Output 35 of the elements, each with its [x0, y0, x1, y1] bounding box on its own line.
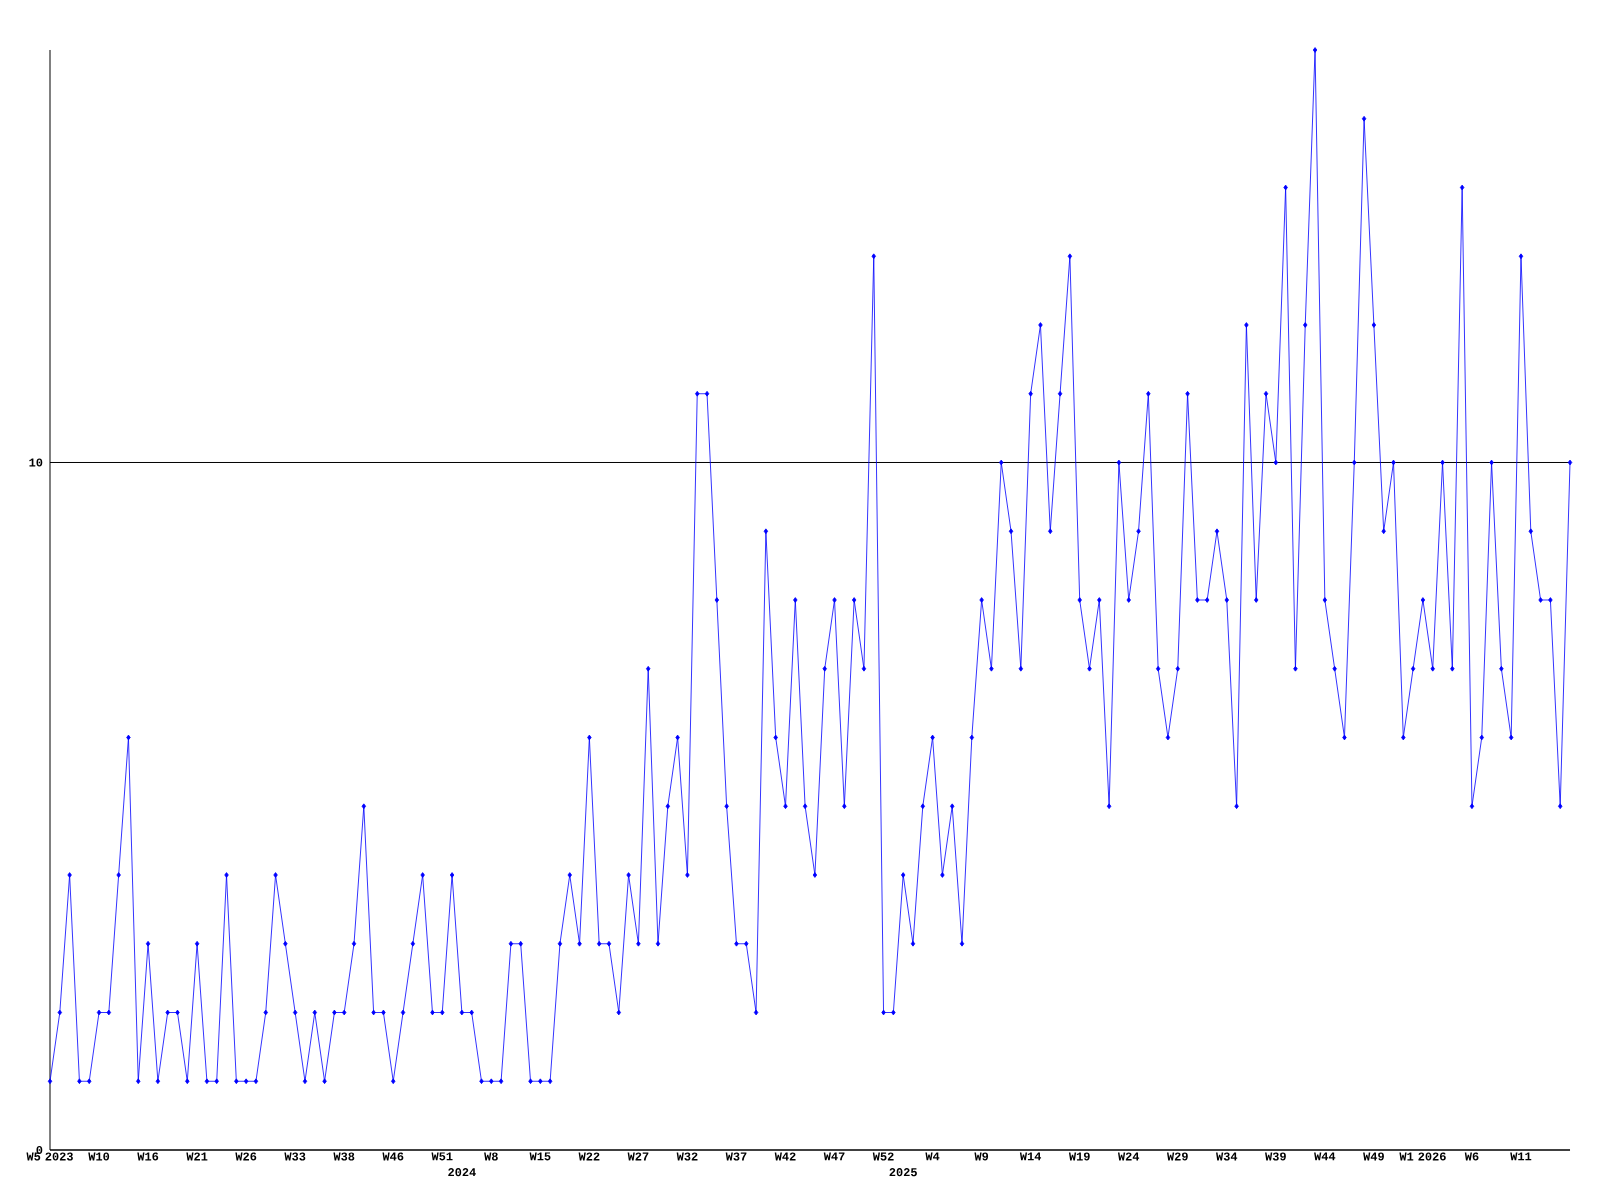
x-tick-label: W4: [925, 1152, 940, 1161]
x-tick-label: W42: [774, 1152, 796, 1161]
x-tick-label: W1 2026: [1399, 1152, 1446, 1161]
x-tick-label: 2025: [889, 1168, 917, 1177]
x-tick-label: W21: [186, 1152, 208, 1161]
y-tick-label: 10: [29, 458, 43, 467]
x-tick-label: W15: [529, 1152, 551, 1161]
x-tick-label: W24: [1117, 1152, 1140, 1161]
x-tick-label: W39: [1265, 1152, 1286, 1161]
x-tick-label: W29: [1166, 1152, 1188, 1161]
x-tick-label: W47: [823, 1152, 845, 1161]
x-tick-label: W22: [578, 1152, 600, 1161]
x-tick-label: W49: [1363, 1152, 1384, 1161]
x-tick-label: W37: [725, 1152, 747, 1161]
x-tick-label: W26: [235, 1152, 257, 1161]
x-tick-label: W10: [88, 1152, 110, 1161]
x-tick-label: W6: [1464, 1152, 1479, 1161]
x-tick-label: 2024: [448, 1168, 476, 1177]
x-tick-label: W33: [284, 1152, 306, 1161]
x-tick-label: W27: [627, 1152, 649, 1161]
x-tick-label: W34: [1216, 1152, 1238, 1161]
x-tick-label: W14: [1019, 1152, 1042, 1161]
y-tick-label: 0: [36, 1145, 43, 1155]
x-tick-label: W52: [872, 1152, 894, 1161]
x-tick-label: W8: [484, 1152, 498, 1161]
x-tick-label: W51: [431, 1152, 453, 1161]
x-tick-label: W16: [137, 1152, 159, 1161]
x-tick-label: W11: [1510, 1152, 1532, 1161]
x-tick-label: W46: [382, 1152, 404, 1161]
x-tick-label: W44: [1314, 1152, 1336, 1161]
x-tick-label: W32: [676, 1152, 698, 1161]
x-tick-label: W9: [974, 1152, 989, 1161]
x-tick-label: W19: [1068, 1152, 1090, 1161]
x-tick-label: W5 2023: [26, 1152, 73, 1161]
x-tick-label: W38: [333, 1152, 355, 1161]
